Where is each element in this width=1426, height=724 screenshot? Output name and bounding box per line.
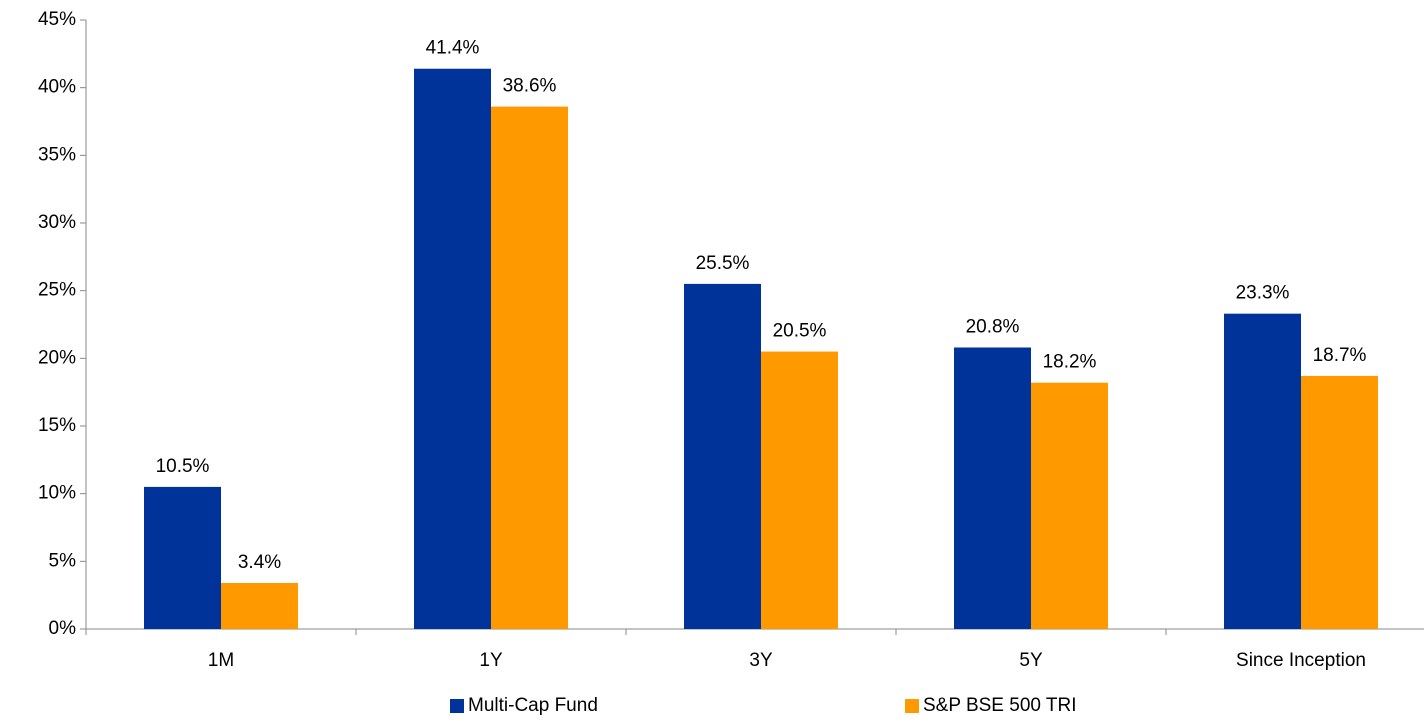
- x-tick-label: Since Inception: [1236, 650, 1366, 671]
- bar: [144, 486, 221, 629]
- bar: [1031, 382, 1108, 629]
- bar: [221, 582, 298, 629]
- bar: [414, 68, 491, 630]
- legend-swatch: [450, 699, 464, 713]
- value-label: 23.3%: [1236, 283, 1290, 304]
- value-label: 41.4%: [426, 38, 480, 59]
- y-tick-label: 30%: [38, 212, 76, 233]
- y-tick-label: 45%: [38, 9, 76, 30]
- x-tick-label: 1Y: [479, 650, 503, 671]
- value-label: 3.4%: [238, 552, 281, 573]
- legend-label: Multi-Cap Fund: [468, 695, 598, 716]
- bar: [491, 106, 568, 629]
- bar: [1301, 375, 1378, 629]
- y-tick-label: 35%: [38, 144, 76, 165]
- y-tick-label: 40%: [38, 77, 76, 98]
- x-tick-label: 5Y: [1019, 650, 1043, 671]
- value-label: 18.7%: [1313, 345, 1367, 366]
- y-tick-label: 5%: [49, 550, 77, 571]
- value-label: 25.5%: [696, 253, 750, 274]
- legend-label: S&P BSE 500 TRI: [923, 695, 1077, 716]
- bar: [761, 351, 838, 629]
- value-label: 38.6%: [503, 76, 557, 97]
- x-tick-label: 3Y: [749, 650, 773, 671]
- value-label: 20.8%: [966, 317, 1020, 338]
- value-label: 18.2%: [1043, 352, 1097, 373]
- y-tick-label: 25%: [38, 280, 76, 301]
- bar: [954, 347, 1031, 629]
- value-label: 20.5%: [773, 321, 827, 342]
- y-tick-label: 20%: [38, 347, 76, 368]
- value-label: 10.5%: [156, 456, 210, 477]
- bar: [1224, 313, 1301, 629]
- legend-swatch: [905, 699, 919, 713]
- y-tick-label: 15%: [38, 415, 76, 436]
- bar: [684, 283, 761, 629]
- y-tick-label: 10%: [38, 483, 76, 504]
- x-tick-label: 1M: [208, 650, 234, 671]
- y-tick-label: 0%: [49, 618, 77, 639]
